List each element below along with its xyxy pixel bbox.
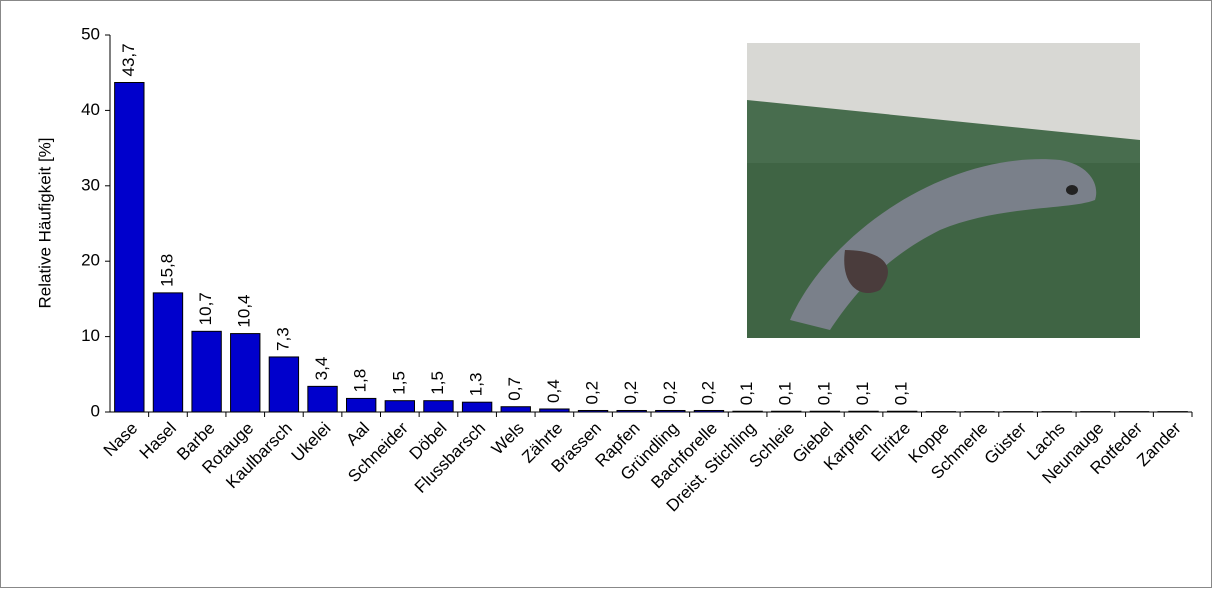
value-label: 1,5 bbox=[389, 371, 408, 395]
value-label: 0,4 bbox=[544, 379, 563, 403]
value-label: 15,8 bbox=[157, 254, 176, 287]
bar bbox=[849, 411, 878, 412]
bar bbox=[308, 386, 337, 412]
value-label: 10,4 bbox=[235, 294, 254, 327]
bar bbox=[810, 411, 839, 412]
bar bbox=[887, 411, 916, 412]
bar bbox=[269, 357, 298, 412]
bar bbox=[346, 398, 375, 412]
y-tick-label: 50 bbox=[81, 24, 100, 43]
value-label: 0,1 bbox=[776, 382, 795, 406]
y-tick-label: 30 bbox=[81, 175, 100, 194]
bar bbox=[424, 401, 453, 412]
bar bbox=[540, 409, 569, 412]
value-label: 10,7 bbox=[196, 292, 215, 325]
bar bbox=[501, 407, 530, 412]
bar bbox=[231, 334, 260, 412]
bar bbox=[578, 410, 607, 412]
value-label: 0,2 bbox=[583, 381, 602, 405]
y-tick-label: 20 bbox=[81, 251, 100, 270]
y-tick-label: 10 bbox=[81, 326, 100, 345]
photo bbox=[747, 43, 1140, 338]
y-tick-label: 40 bbox=[81, 100, 100, 119]
value-label: 3,4 bbox=[312, 357, 331, 381]
value-label: 1,5 bbox=[428, 371, 447, 395]
value-label: 1,3 bbox=[467, 373, 486, 397]
y-tick-label: 0 bbox=[91, 401, 100, 420]
value-label: 0,2 bbox=[698, 381, 717, 405]
value-label: 7,3 bbox=[273, 327, 292, 351]
bar bbox=[462, 402, 491, 412]
value-label: 1,8 bbox=[351, 369, 370, 393]
y-axis-label: Relative Häufigkeit [%] bbox=[35, 137, 54, 308]
bar bbox=[385, 401, 414, 412]
bar bbox=[772, 411, 801, 412]
value-label: 0,7 bbox=[505, 377, 524, 401]
bar bbox=[192, 331, 221, 412]
bar bbox=[617, 410, 646, 412]
value-label: 0,1 bbox=[853, 382, 872, 406]
bar bbox=[733, 411, 762, 412]
value-label: 0,2 bbox=[621, 381, 640, 405]
value-label: 0,1 bbox=[737, 382, 756, 406]
value-label: 0,1 bbox=[892, 382, 911, 406]
value-label: 0,1 bbox=[814, 382, 833, 406]
bar bbox=[656, 410, 685, 412]
bar bbox=[694, 410, 723, 412]
value-label: 43,7 bbox=[119, 43, 138, 76]
bar bbox=[153, 293, 182, 412]
value-label: 0,2 bbox=[660, 381, 679, 405]
bar bbox=[115, 83, 144, 412]
